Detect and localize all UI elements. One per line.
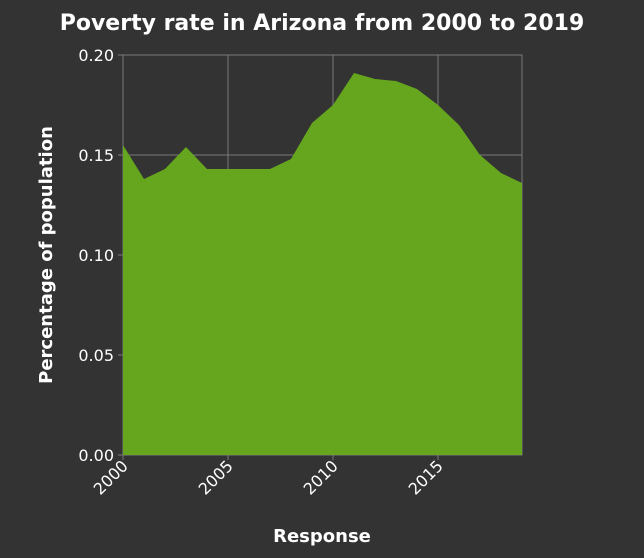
chart-title: Poverty rate in Arizona from 2000 to 201… <box>60 11 585 36</box>
x-axis-label: Response <box>273 526 371 547</box>
y-tick-label: 0.10 <box>78 246 114 265</box>
x-tick-label: 2005 <box>195 456 237 498</box>
x-tick-label: 2015 <box>405 456 447 498</box>
y-axis-ticks: 0.00 0.05 0.10 0.15 0.20 <box>78 46 123 465</box>
area-fill <box>123 73 522 455</box>
x-axis-ticks: 2000 2005 2010 2015 <box>90 455 447 499</box>
y-tick-label: 0.15 <box>78 146 114 165</box>
x-tick-label: 2010 <box>300 456 342 498</box>
y-axis-label: Percentage of population <box>36 126 57 384</box>
y-tick-label: 0.20 <box>78 46 114 65</box>
area-series <box>123 73 522 455</box>
y-tick-label: 0.05 <box>78 346 114 365</box>
y-tick-label: 0.00 <box>78 446 114 465</box>
